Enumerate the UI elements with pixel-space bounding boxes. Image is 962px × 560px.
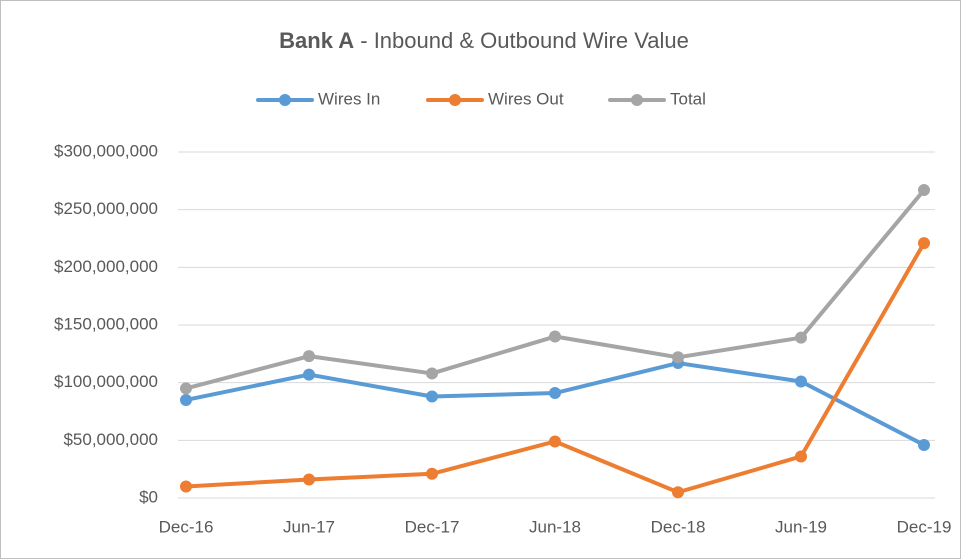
y-tick-label: $250,000,000 bbox=[54, 199, 158, 218]
legend-label: Total bbox=[670, 89, 706, 108]
y-tick-label: $0 bbox=[139, 487, 158, 506]
chart-title: Bank A - Inbound & Outbound Wire Value bbox=[279, 28, 689, 53]
data-point bbox=[180, 382, 192, 395]
data-point bbox=[918, 237, 930, 250]
y-tick-label: $300,000,000 bbox=[54, 141, 158, 160]
legend-marker bbox=[449, 94, 461, 106]
data-point bbox=[303, 350, 315, 363]
data-point bbox=[303, 473, 315, 486]
data-point bbox=[918, 184, 930, 197]
x-tick-label: Jun-18 bbox=[529, 517, 581, 536]
y-tick-label: $150,000,000 bbox=[54, 314, 158, 333]
data-point bbox=[549, 330, 561, 343]
data-point bbox=[426, 467, 438, 480]
legend-label: Wires In bbox=[318, 89, 380, 108]
data-point bbox=[549, 435, 561, 448]
data-point bbox=[672, 351, 684, 364]
x-tick-label: Dec-16 bbox=[159, 517, 214, 536]
data-point bbox=[672, 486, 684, 499]
x-tick-label: Dec-17 bbox=[405, 517, 460, 536]
data-point bbox=[795, 331, 807, 344]
x-tick-label: Dec-19 bbox=[897, 517, 952, 536]
x-tick-label: Dec-18 bbox=[651, 517, 706, 536]
data-point bbox=[303, 368, 315, 381]
data-point bbox=[795, 375, 807, 388]
data-point bbox=[180, 393, 192, 406]
data-point bbox=[426, 390, 438, 403]
title-bold: Bank A bbox=[279, 28, 354, 53]
legend-label: Wires Out bbox=[488, 89, 564, 108]
data-point bbox=[549, 387, 561, 400]
x-tick-label: Jun-17 bbox=[283, 517, 335, 536]
data-point bbox=[918, 438, 930, 451]
y-tick-label: $50,000,000 bbox=[63, 430, 158, 449]
legend-marker bbox=[279, 94, 291, 106]
data-point bbox=[426, 367, 438, 380]
y-tick-label: $200,000,000 bbox=[54, 257, 158, 276]
x-tick-label: Jun-19 bbox=[775, 517, 827, 536]
legend-marker bbox=[631, 94, 643, 106]
data-point bbox=[180, 480, 192, 493]
data-point bbox=[795, 450, 807, 463]
title-rest: - Inbound & Outbound Wire Value bbox=[354, 28, 689, 53]
y-tick-label: $100,000,000 bbox=[54, 372, 158, 391]
